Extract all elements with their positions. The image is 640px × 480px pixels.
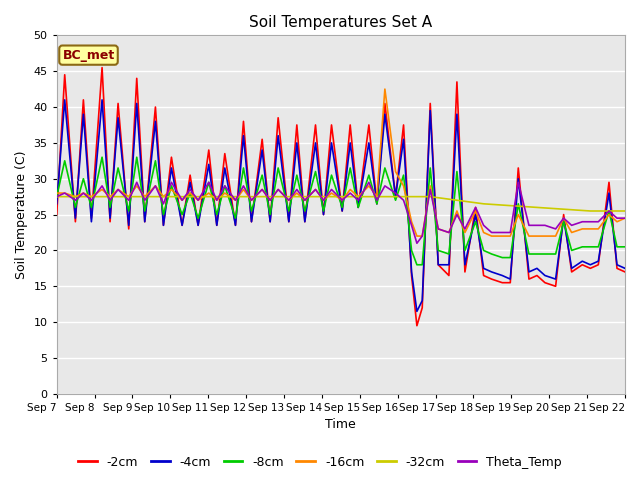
Title: Soil Temperatures Set A: Soil Temperatures Set A: [250, 15, 433, 30]
Y-axis label: Soil Temperature (C): Soil Temperature (C): [15, 150, 28, 279]
Text: BC_met: BC_met: [62, 48, 115, 61]
X-axis label: Time: Time: [326, 419, 356, 432]
Legend: -2cm, -4cm, -8cm, -16cm, -32cm, Theta_Temp: -2cm, -4cm, -8cm, -16cm, -32cm, Theta_Te…: [73, 451, 567, 474]
